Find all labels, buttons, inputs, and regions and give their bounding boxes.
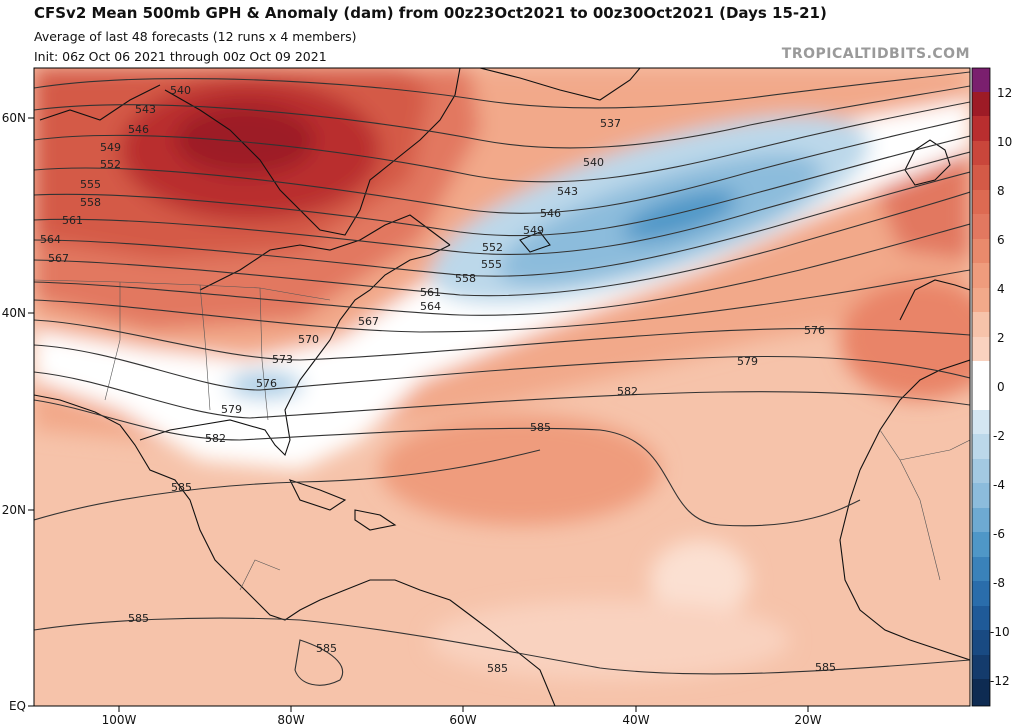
colorbar-swatch — [972, 239, 990, 263]
colorbar-swatch — [972, 263, 990, 288]
contour-label: 576 — [256, 377, 277, 390]
colorbar-tick: -4 — [993, 478, 1005, 492]
subtitle-forecast-average: Average of last 48 forecasts (12 runs x … — [34, 29, 357, 44]
source-credit: TROPICALTIDBITS.COM — [781, 46, 970, 62]
colorbar-swatch — [972, 116, 990, 141]
contour-label: 579 — [221, 403, 242, 416]
contour-label: 555 — [80, 178, 101, 191]
colorbar-tick: -2 — [993, 429, 1005, 443]
contour-label: 585 — [487, 662, 508, 675]
lon-label-40w: 40W — [622, 713, 649, 727]
contour-label: 570 — [298, 333, 319, 346]
colorbar-swatch — [972, 361, 990, 410]
colorbar-swatch — [972, 679, 990, 706]
colorbar-swatch — [972, 655, 990, 679]
colorbar-swatch — [972, 483, 990, 508]
map-area: 540 543 546 549 552 555 558 561 564 567 … — [34, 68, 970, 706]
political-borders — [34, 279, 970, 591]
map-title: CFSv2 Mean 500mb GPH & Anomaly (dam) fro… — [34, 4, 827, 22]
subtitle-init-time: Init: 06z Oct 06 2021 through 00z Oct 09… — [34, 49, 327, 64]
contour-label: 543 — [557, 185, 578, 198]
colorbar-tick: 8 — [997, 184, 1005, 198]
colorbar-swatch — [972, 165, 990, 190]
lon-axis: 100W 80W 60W 40W 20W — [102, 706, 822, 727]
contour-label: 567 — [48, 252, 69, 265]
contour-label: 561 — [420, 286, 441, 299]
contour-label: 540 — [583, 156, 604, 169]
coastlines — [34, 68, 970, 706]
contour-label: 558 — [80, 196, 101, 209]
colorbar-tick: 12 — [997, 86, 1012, 100]
lat-axis: 60N 40N 20N EQ — [2, 111, 34, 713]
colorbar-swatch — [972, 630, 990, 655]
lon-label-100w: 100W — [102, 713, 137, 727]
colorbar-swatch — [972, 214, 990, 239]
colorbar-swatch — [972, 68, 990, 92]
contour-label: 552 — [100, 158, 121, 171]
colorbar-tick: 10 — [997, 135, 1012, 149]
colorbar-tick: 4 — [997, 282, 1005, 296]
colorbar-swatch — [972, 581, 990, 606]
colorbar-tick: -10 — [990, 625, 1010, 639]
contour-label: 585 — [128, 612, 149, 625]
colorbar-tick: -8 — [993, 576, 1005, 590]
contour-label: 561 — [62, 214, 83, 227]
contour-label: 546 — [540, 207, 561, 220]
lat-label-20n: 20N — [2, 503, 26, 517]
contour-label: 564 — [40, 233, 61, 246]
colorbar-swatch — [972, 288, 990, 312]
colorbar-swatch — [972, 434, 990, 459]
map-frame — [33, 67, 971, 707]
contour-label: 582 — [617, 385, 638, 398]
colorbar-swatch — [972, 312, 990, 337]
lon-label-20w: 20W — [794, 713, 821, 727]
colorbar-swatch — [972, 532, 990, 557]
colorbar-swatch — [972, 190, 990, 214]
colorbar-swatch — [972, 337, 990, 361]
gph-contours — [34, 71, 970, 686]
colorbar-swatch — [972, 92, 990, 116]
contour-label: 549 — [100, 141, 121, 154]
contour-label: 549 — [523, 224, 544, 237]
colorbar-swatch — [972, 606, 990, 630]
anomaly-shading — [34, 68, 970, 680]
contour-label: 564 — [420, 300, 441, 313]
colorbar-swatch — [972, 459, 990, 483]
colorbar: 12 10 8 6 4 2 0 -2 -4 -6 -8 -10 -12 — [971, 67, 1012, 707]
colorbar-swatch — [972, 410, 990, 434]
contour-label: 585 — [530, 421, 551, 434]
contour-label: 558 — [455, 272, 476, 285]
contour-label: 555 — [481, 258, 502, 271]
contour-label: 567 — [358, 315, 379, 328]
contour-label: 582 — [205, 432, 226, 445]
contour-label: 543 — [135, 103, 156, 116]
contour-label: 546 — [128, 123, 149, 136]
contour-label: 585 — [171, 481, 192, 494]
contour-label: 585 — [815, 661, 836, 674]
colorbar-swatch — [972, 508, 990, 532]
lat-label-eq: EQ — [9, 699, 26, 713]
lat-label-60n: 60N — [2, 111, 26, 125]
colorbar-tick: -6 — [993, 527, 1005, 541]
contour-label: 576 — [804, 324, 825, 337]
colorbar-tick: 6 — [997, 233, 1005, 247]
contour-label: 579 — [737, 355, 758, 368]
lon-label-60w: 60W — [449, 713, 476, 727]
contour-labels: 540 543 546 549 552 555 558 561 564 567 … — [40, 84, 836, 675]
colorbar-tick: -12 — [990, 674, 1010, 688]
contour-label: 573 — [272, 353, 293, 366]
contour-label: 552 — [482, 241, 503, 254]
colorbar-swatch — [972, 557, 990, 581]
colorbar-tick: 2 — [997, 331, 1005, 345]
colorbar-swatch — [972, 141, 990, 165]
lon-label-80w: 80W — [277, 713, 304, 727]
contour-label: 585 — [316, 642, 337, 655]
contour-label: 540 — [170, 84, 191, 97]
colorbar-tick: 0 — [997, 380, 1005, 394]
contour-label: 537 — [600, 117, 621, 130]
lat-label-40n: 40N — [2, 306, 26, 320]
